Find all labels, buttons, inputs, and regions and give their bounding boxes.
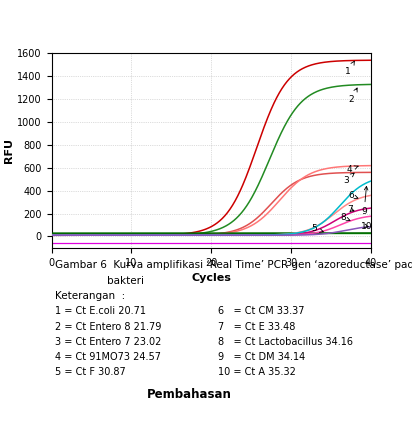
Text: Gambar 6  Kurva amplifikasi ‘Real Time’ PCR gen ‘azoreductase’ pada sampel isola: Gambar 6 Kurva amplifikasi ‘Real Time’ P…: [55, 260, 412, 270]
Text: 5: 5: [311, 224, 323, 233]
Text: Pembahasan: Pembahasan: [147, 388, 232, 401]
Text: 5 = Ct F 30.87: 5 = Ct F 30.87: [55, 367, 125, 377]
Text: 7: 7: [347, 205, 354, 214]
Text: 10 = Ct A 35.32: 10 = Ct A 35.32: [218, 367, 295, 377]
Text: 6   = Ct CM 33.37: 6 = Ct CM 33.37: [218, 306, 304, 316]
Text: 3: 3: [343, 173, 354, 185]
Text: 8: 8: [340, 214, 350, 222]
Text: bakteri: bakteri: [55, 276, 144, 285]
Text: 7   = Ct E 33.48: 7 = Ct E 33.48: [218, 321, 295, 332]
Text: 10: 10: [361, 222, 373, 231]
X-axis label: Cycles: Cycles: [191, 273, 231, 283]
Text: 4 = Ct 91MO73 24.57: 4 = Ct 91MO73 24.57: [55, 352, 161, 362]
Text: 3 = Ct Entero 7 23.02: 3 = Ct Entero 7 23.02: [55, 337, 161, 347]
Text: 1 = Ct E.coli 20.71: 1 = Ct E.coli 20.71: [55, 306, 146, 316]
Y-axis label: RFU: RFU: [5, 138, 14, 163]
Text: 2 = Ct Entero 8 21.79: 2 = Ct Entero 8 21.79: [55, 321, 161, 332]
Text: 2: 2: [349, 88, 357, 104]
Text: 6: 6: [349, 191, 358, 200]
Text: 8   = Ct Lactobacillus 34.16: 8 = Ct Lactobacillus 34.16: [218, 337, 353, 347]
Text: 4: 4: [347, 165, 358, 174]
Text: 9: 9: [361, 186, 368, 216]
Text: Keterangan  :: Keterangan :: [55, 291, 125, 301]
Text: 9   = Ct DM 34.14: 9 = Ct DM 34.14: [218, 352, 305, 362]
Text: 1: 1: [345, 61, 354, 76]
